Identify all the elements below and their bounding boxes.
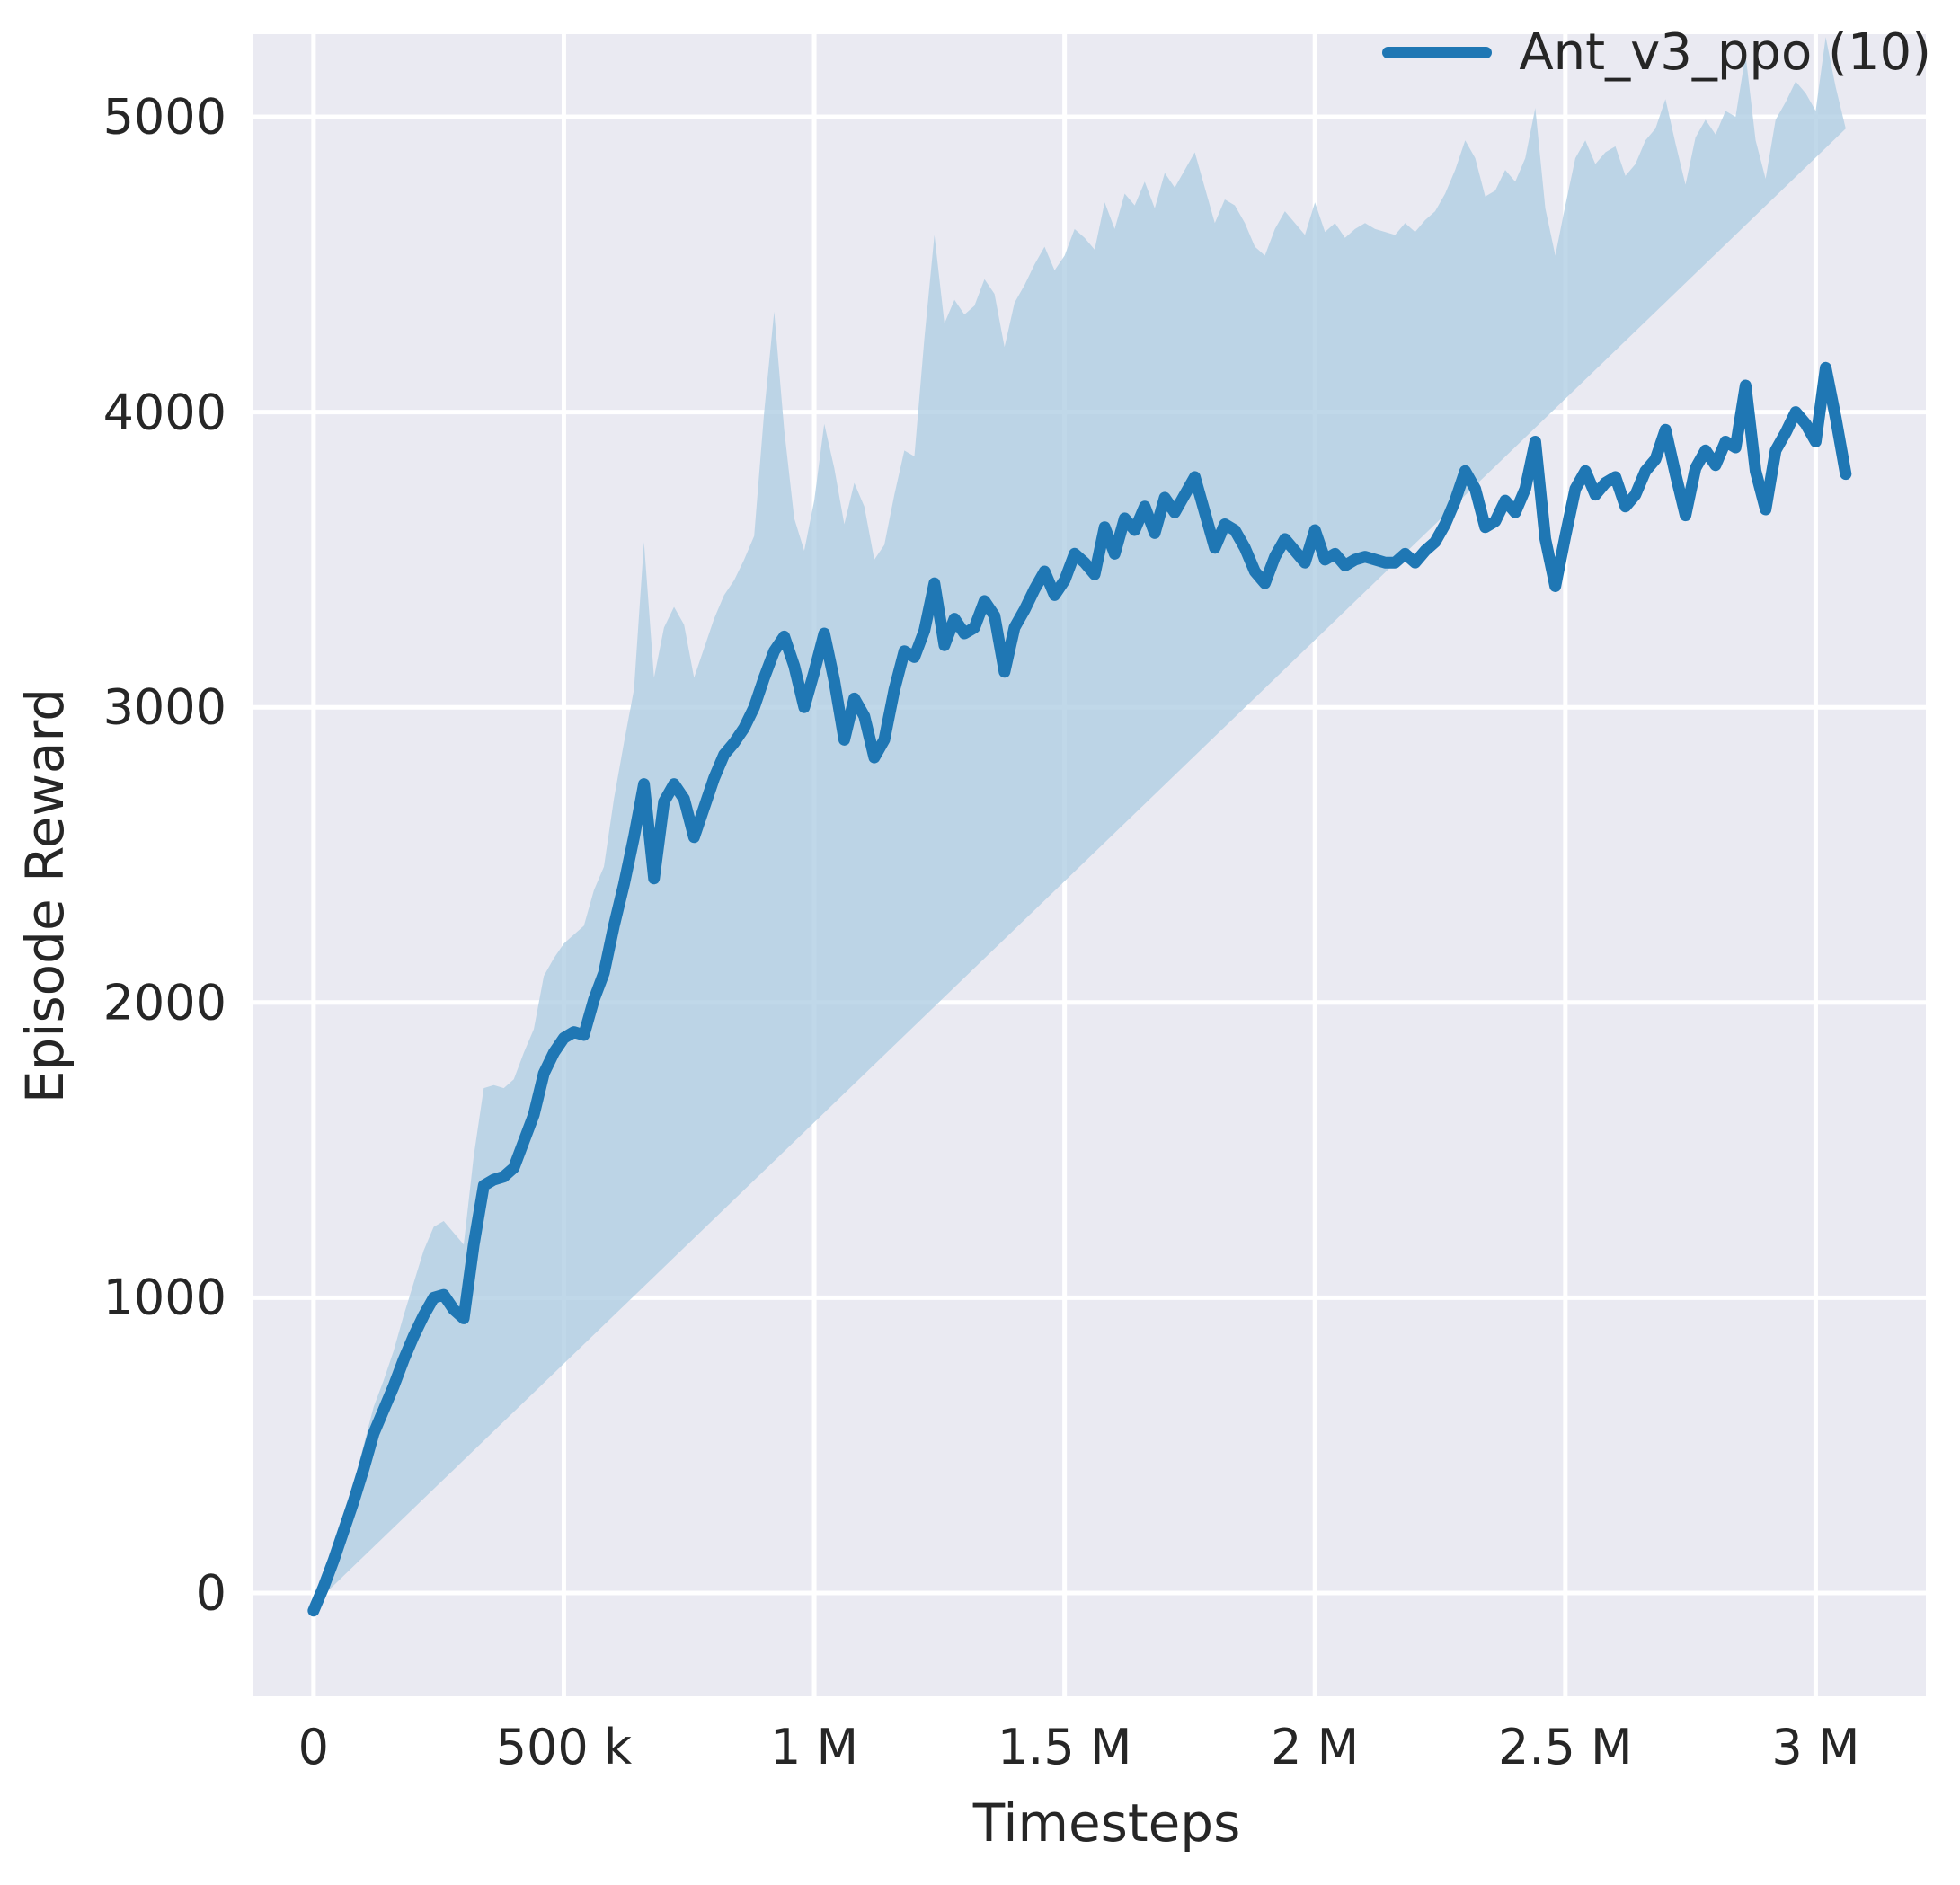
legend-label-ant-v3-ppo: Ant_v3_ppo (10) — [1519, 23, 1931, 82]
legend: Ant_v3_ppo (10) — [1373, 20, 1940, 85]
plot-area — [253, 34, 1926, 1696]
x-axis-title: Timesteps — [0, 1792, 1960, 1854]
y-tick-label: 1000 — [102, 1269, 226, 1326]
y-tick-label: 4000 — [102, 384, 226, 441]
y-tick-label: 5000 — [102, 88, 226, 146]
x-tick-label: 0 — [297, 1719, 330, 1775]
x-tick-label: 500 k — [495, 1719, 633, 1775]
x-tick-label: 3 M — [1771, 1719, 1860, 1775]
y-axis-title: Episode Reward — [14, 687, 75, 1104]
x-tick-label: 1 M — [769, 1719, 859, 1775]
x-tick-label: 2.5 M — [1497, 1719, 1633, 1775]
x-tick-label: 2 M — [1271, 1719, 1360, 1775]
x-axis-title-text: Timesteps — [972, 1792, 1241, 1854]
data-series-layer — [307, 37, 1852, 1617]
x-tick-label: 1.5 M — [997, 1719, 1132, 1775]
y-tick-label: 0 — [195, 1564, 226, 1622]
legend-swatch-ant-v3-ppo — [1382, 47, 1493, 58]
